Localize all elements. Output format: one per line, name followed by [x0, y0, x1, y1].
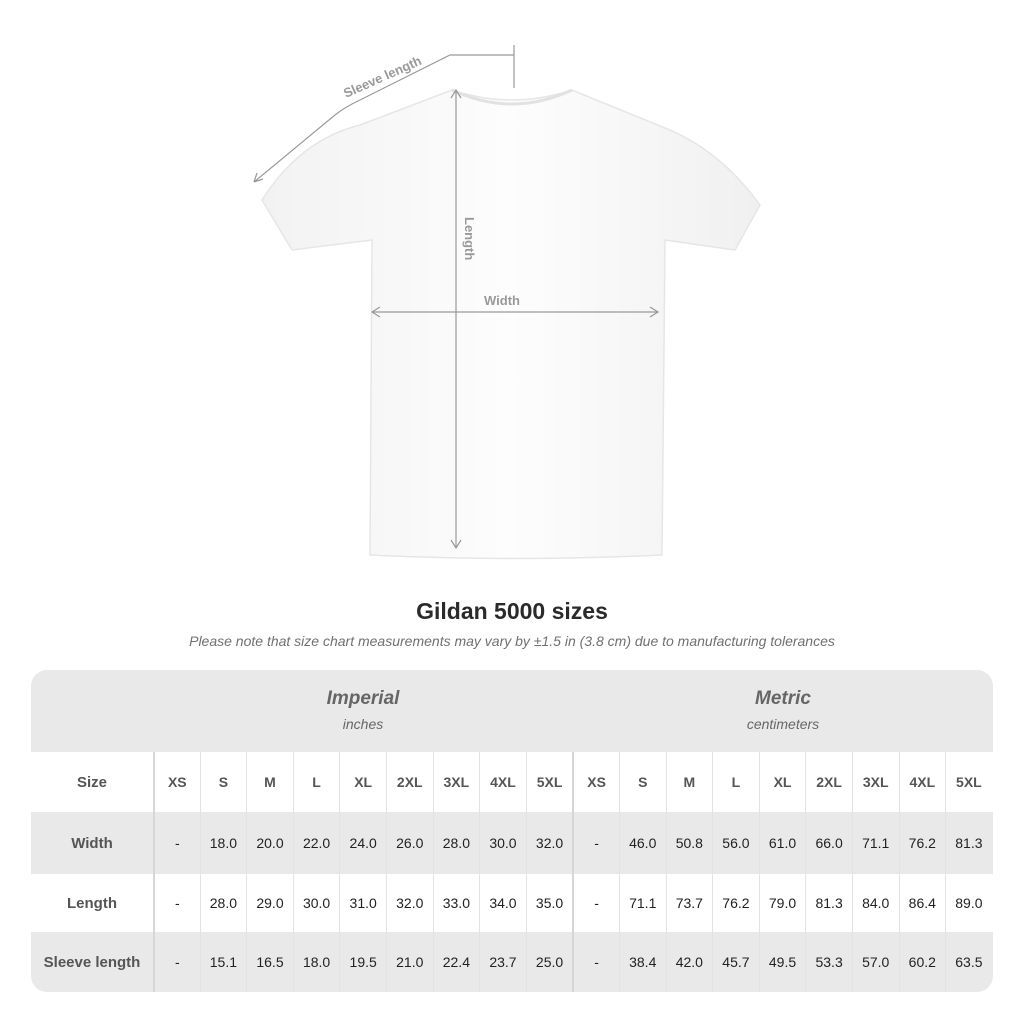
imperial-value: 21.0	[385, 932, 433, 992]
metric-size-2xl: 2XL	[805, 752, 852, 812]
imperial-value: 24.0	[339, 812, 386, 874]
header-row: Size XS S M L XL 2XL 3XL 4XL 5XL XS S M L XL 2XL 3XL 4XL 5…	[31, 752, 993, 812]
metric-size-l: L	[712, 752, 759, 812]
metric-value: 38.4	[618, 932, 666, 992]
imperial-value: 23.7	[479, 932, 526, 992]
metric-size-m: M	[665, 752, 713, 812]
imperial-value: 26.0	[385, 812, 433, 874]
imperial-size-xs: XS	[153, 752, 200, 812]
table-row-length: Length -28.0 29.0 30.0 31.0 32.0 33.0 34.0 35.0-…	[31, 874, 993, 932]
imperial-value: 30.0	[292, 874, 340, 932]
imperial-value: 28.0	[199, 874, 247, 932]
table-row-width: Width -18.0 20.0 22.0 24.0 26.0 28.0 30.0 32.0-4…	[31, 812, 993, 874]
imperial-value: 28.0	[432, 812, 480, 874]
imperial-value: 29.0	[246, 874, 293, 932]
row-label: Sleeve length	[43, 953, 141, 971]
collar	[451, 88, 573, 106]
imperial-size-2xl: 2XL	[385, 752, 433, 812]
metric-value: 45.7	[712, 932, 759, 992]
imperial-value: 22.4	[432, 932, 480, 992]
width-label: Width	[484, 293, 520, 308]
imperial-value: 31.0	[339, 874, 386, 932]
metric-value: 66.0	[805, 812, 852, 874]
imperial-value: 20.0	[246, 812, 293, 874]
metric-value: 81.3	[945, 812, 992, 874]
imperial-value: 32.0	[525, 812, 573, 874]
metric-size-s: S	[618, 752, 666, 812]
metric-value: 86.4	[898, 874, 946, 932]
imperial-value: 34.0	[479, 874, 526, 932]
metric-value: 61.0	[758, 812, 806, 874]
imperial-value: 30.0	[479, 812, 526, 874]
imperial-group-header: Imperial inches	[153, 670, 573, 752]
imperial-value: 15.1	[199, 932, 247, 992]
metric-value: 71.1	[851, 812, 899, 874]
metric-value: 73.7	[665, 874, 713, 932]
length-label: Length	[462, 217, 477, 260]
metric-value: 60.2	[898, 932, 946, 992]
imperial-value: 16.5	[246, 932, 293, 992]
imperial-size-5xl: 5XL	[525, 752, 573, 812]
metric-value: 56.0	[712, 812, 759, 874]
metric-value: 50.8	[665, 812, 713, 874]
metric-size-5xl: 5XL	[945, 752, 992, 812]
metric-value: 79.0	[758, 874, 806, 932]
metric-size-xs: XS	[572, 752, 619, 812]
imperial-value: -	[153, 874, 200, 932]
metric-value: 57.0	[851, 932, 899, 992]
metric-value: -	[572, 812, 619, 874]
tshirt-shape	[261, 89, 761, 560]
metric-unit: centimeters	[746, 716, 820, 732]
tolerance-note: Please note that size chart measurements…	[189, 633, 835, 649]
metric-size-3xl: 3XL	[851, 752, 899, 812]
imperial-value: 25.0	[525, 932, 573, 992]
imperial-value: -	[153, 812, 200, 874]
imperial-size-3xl: 3XL	[432, 752, 480, 812]
imperial-size-m: M	[246, 752, 293, 812]
sleeve-length-label: Sleeve length	[341, 53, 424, 101]
row-label: Length	[67, 894, 117, 912]
metric-heading: Metric	[755, 688, 811, 709]
metric-group-header: Metric centimeters	[573, 670, 993, 752]
imperial-value: 33.0	[432, 874, 480, 932]
metric-value: 84.0	[851, 874, 899, 932]
metric-size-4xl: 4XL	[898, 752, 946, 812]
imperial-value: 32.0	[385, 874, 433, 932]
chart-title: Gildan 5000 sizes	[416, 598, 608, 624]
imperial-value: 18.0	[199, 812, 247, 874]
imperial-value: 35.0	[525, 874, 573, 932]
imperial-size-l: L	[292, 752, 340, 812]
imperial-value: -	[153, 932, 200, 992]
metric-value: 76.2	[898, 812, 946, 874]
metric-value: 76.2	[712, 874, 759, 932]
metric-value: 81.3	[805, 874, 852, 932]
metric-size-xl: XL	[758, 752, 806, 812]
imperial-size-s: S	[199, 752, 247, 812]
metric-value: 42.0	[665, 932, 713, 992]
metric-value: 89.0	[945, 874, 992, 932]
metric-value: -	[572, 874, 619, 932]
row-label: Width	[71, 834, 113, 852]
imperial-value: 18.0	[292, 932, 340, 992]
metric-value: 71.1	[618, 874, 666, 932]
imperial-value: 19.5	[339, 932, 386, 992]
table-row-sleeve-length: Sleeve length -15.1 16.5 18.0 19.5 21.0 22.4 23…	[31, 932, 993, 992]
size-table: Imperial inches Metric centimeters Size X…	[31, 670, 993, 992]
metric-value: 53.3	[805, 932, 852, 992]
imperial-size-xl: XL	[339, 752, 386, 812]
metric-value: 46.0	[618, 812, 666, 874]
imperial-size-4xl: 4XL	[479, 752, 526, 812]
imperial-value: 22.0	[292, 812, 340, 874]
imperial-unit: inches	[342, 716, 384, 732]
sleeve-measure-line	[253, 45, 515, 183]
metric-value: -	[572, 932, 619, 992]
width-measure-line	[370, 306, 660, 318]
imperial-heading: Imperial	[326, 688, 400, 709]
metric-value: 49.5	[758, 932, 806, 992]
size-header: Size	[76, 773, 107, 791]
metric-value: 63.5	[945, 932, 992, 992]
length-measure-line	[450, 88, 462, 550]
tshirt-diagram: Sleeve length Length Width	[253, 45, 761, 560]
